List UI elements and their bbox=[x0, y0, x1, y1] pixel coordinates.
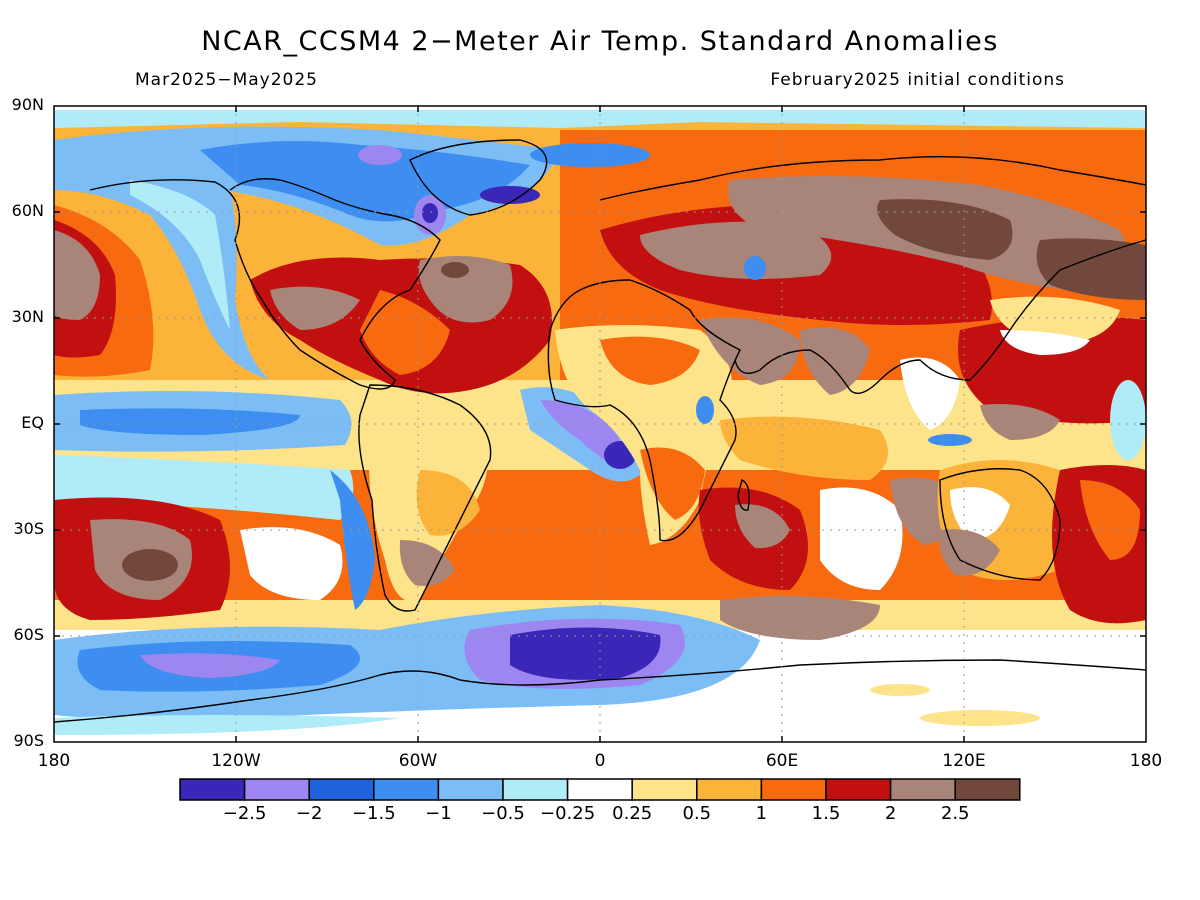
valid-period-label: Mar2025−May2025 bbox=[135, 70, 318, 90]
lat-tick-label: 90N bbox=[11, 95, 44, 114]
coast-africa-eurasia bbox=[547, 279, 741, 542]
colorbar-tick-label: 1 bbox=[755, 803, 768, 824]
map-frame bbox=[53, 105, 1147, 743]
colorbar-tick-label: 1.5 bbox=[811, 803, 841, 824]
lon-tick-label: 120E bbox=[942, 751, 986, 771]
coast-south-america bbox=[358, 384, 492, 612]
lat-tick-label: 30N bbox=[11, 307, 44, 326]
lat-tick-label: 30S bbox=[13, 519, 44, 538]
lat-tick-label: 60S bbox=[13, 625, 44, 644]
lon-tick-label: 60W bbox=[398, 751, 438, 771]
colorbar-swatch bbox=[566, 778, 633, 801]
colorbar-swatch bbox=[760, 778, 827, 801]
graticule bbox=[54, 106, 1146, 742]
colorbar-swatch bbox=[373, 778, 440, 801]
colorbar-tick-label: −1 bbox=[425, 803, 452, 824]
lon-tick-label: 180 bbox=[37, 751, 71, 771]
colorbar-swatch bbox=[696, 778, 763, 801]
colorbar-swatch bbox=[308, 778, 375, 801]
lat-tick-label: 60N bbox=[11, 201, 44, 220]
colorbar-swatch bbox=[825, 778, 892, 801]
colorbar-swatch bbox=[179, 778, 246, 801]
coast-east-asia bbox=[734, 239, 1146, 394]
colorbar-swatch bbox=[502, 778, 569, 801]
lat-tick-label: EQ bbox=[21, 413, 44, 432]
colorbar-tick-label: 2 bbox=[884, 803, 897, 824]
coast-australia bbox=[939, 468, 1061, 581]
colorbar-swatch bbox=[889, 778, 956, 801]
colorbar-swatch bbox=[243, 778, 310, 801]
coast-antarctica bbox=[54, 659, 1146, 723]
coast-eurasia-north bbox=[599, 155, 1146, 201]
colorbar-swatch bbox=[631, 778, 698, 801]
coast-north-america bbox=[89, 178, 441, 390]
colorbar-tick-label: 0.25 bbox=[612, 803, 653, 824]
lon-tick-label: 120W bbox=[211, 751, 261, 771]
colorbar-tick-label: 0.5 bbox=[682, 803, 712, 824]
colorbar-tick-label: 2.5 bbox=[940, 803, 970, 824]
lon-tick-label: 0 bbox=[594, 751, 606, 771]
colorbar-swatch bbox=[954, 778, 1021, 801]
lon-tick-label: 60E bbox=[765, 751, 799, 771]
coast-madagascar bbox=[737, 478, 750, 511]
colorbar-swatch bbox=[437, 778, 504, 801]
colorbar-tick-label: −2.5 bbox=[222, 803, 267, 824]
lon-tick-label: 180 bbox=[1129, 751, 1163, 771]
colorbar-tick-label: −1.5 bbox=[351, 803, 396, 824]
colorbar-tick-label: −0.25 bbox=[540, 803, 596, 824]
coast-greenland bbox=[409, 139, 548, 216]
colorbar-tick-label: −0.5 bbox=[481, 803, 525, 824]
colorbar-tick-label: −2 bbox=[295, 803, 323, 824]
lat-tick-label: 90S bbox=[13, 731, 44, 750]
map-title: NCAR_CCSM4 2−Meter Air Temp. Standard An… bbox=[201, 26, 999, 57]
coastlines bbox=[54, 139, 1146, 723]
colorbar bbox=[179, 778, 1021, 801]
init-conditions-label: February2025 initial conditions bbox=[770, 70, 1065, 90]
